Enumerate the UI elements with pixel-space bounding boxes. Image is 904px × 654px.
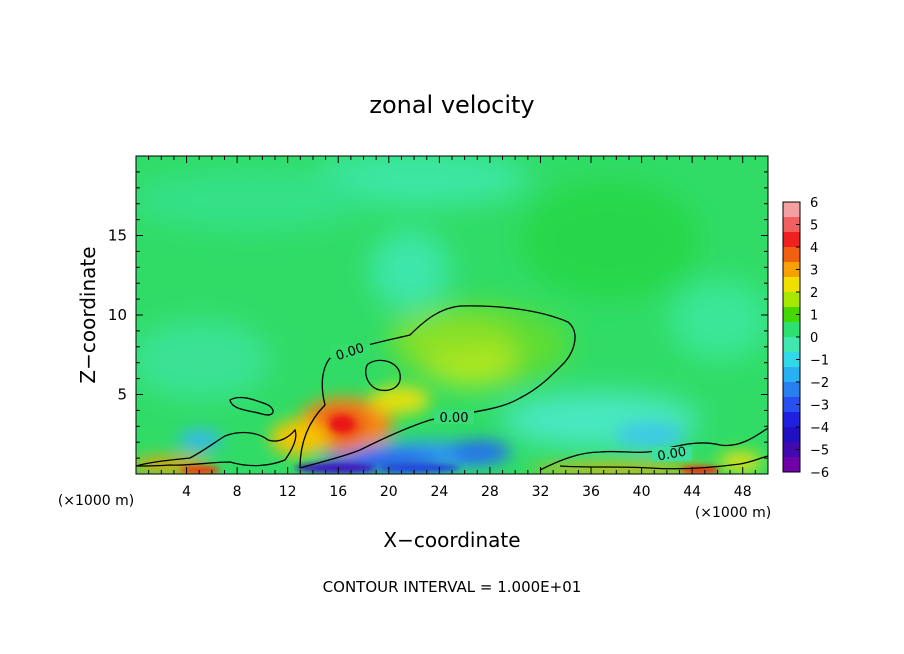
colorbar-label: −2: [810, 376, 829, 391]
field-detail-regions: [136, 386, 762, 474]
contour-zero-left-blob: [229, 396, 274, 416]
colorbar-label: 4: [810, 241, 818, 256]
field-broad-regions: [136, 156, 768, 448]
contour-labels: 0.00 0.00 0.00: [330, 341, 692, 465]
colorbar-swatch: [783, 247, 800, 263]
colorbar-labels: 6 5 4 3 2 1 0 −1 −2 −3 −4 −5 −6: [810, 196, 829, 481]
colorbar-swatch: [783, 442, 800, 458]
contour-interval-footer: CONTOUR INTERVAL = 1.000E+01: [323, 578, 582, 596]
x-unit-left: (×1000 m): [58, 493, 134, 509]
colorbar-swatch: [783, 412, 800, 428]
colorbar-swatch: [783, 232, 800, 248]
contour-zero-upper: [299, 305, 576, 469]
contour-label-3: 0.00: [656, 445, 687, 465]
colorbar-label: −1: [810, 354, 829, 369]
colorbar-swatch: [783, 352, 800, 368]
plot-area: 0.00 0.00 0.00: [136, 156, 768, 474]
colorbar-label: −3: [810, 399, 829, 414]
y-axis-label: Z−coordinate: [76, 246, 100, 383]
colorbar-swatch: [783, 457, 800, 473]
x-tick-label: 24: [430, 484, 448, 500]
colorbar-swatch: [783, 202, 800, 218]
colorbar-swatch: [783, 382, 800, 398]
colorbar-swatch: [783, 292, 800, 308]
contour-label-bg: [434, 410, 474, 424]
x-tick-labels: 4 8 12 16 20 24 28 32 36 40 44 48: [182, 484, 752, 500]
x-axis-label: X−coordinate: [383, 528, 520, 552]
y-tick-label: 10: [108, 306, 127, 324]
x-tick-label: 40: [633, 484, 651, 500]
colorbar-swatch: [783, 397, 800, 413]
colorbar-swatch: [783, 427, 800, 443]
y-tick-labels: 5 10 15: [108, 227, 127, 404]
colorbar-label: 6: [810, 196, 818, 211]
colorbar-label: 1: [810, 309, 818, 324]
colorbar-label: 3: [810, 264, 818, 279]
colorbar-swatch: [783, 277, 800, 293]
x-tick-label: 12: [279, 484, 297, 500]
x-tick-label: 32: [532, 484, 550, 500]
contour-zero-hole: [365, 359, 401, 392]
colorbar-swatch: [783, 262, 800, 278]
field-extremes: [180, 416, 720, 474]
colorbar: [782, 201, 801, 473]
colorbar-label: −5: [810, 444, 829, 459]
y-tick-label: 5: [117, 386, 127, 404]
x-tick-label: 16: [329, 484, 347, 500]
x-tick-label: 28: [481, 484, 499, 500]
x-tick-label: 36: [582, 484, 600, 500]
x-unit-right: (×1000 m): [695, 505, 771, 521]
contour-zero-right-low: [559, 455, 768, 470]
colorbar-label: 0: [810, 331, 818, 346]
x-tick-label: 4: [182, 484, 191, 500]
x-tick-label: 8: [233, 484, 242, 500]
colorbar-label: −6: [810, 466, 829, 481]
colorbar-swatch: [783, 322, 800, 338]
colorbar-swatch: [783, 337, 800, 353]
colorbar-label: 5: [810, 219, 818, 234]
contour-label-bg: [330, 344, 370, 358]
colorbar-swatch: [783, 367, 800, 383]
x-tick-label: 48: [734, 484, 752, 500]
colorbar-label: 2: [810, 286, 818, 301]
colorbar-swatch: [783, 217, 800, 233]
contour-label-2: 0.00: [440, 411, 469, 426]
axis-ticks: [136, 156, 768, 474]
x-tick-label: 44: [683, 484, 701, 500]
y-tick-label: 15: [108, 227, 127, 245]
colorbar-swatch: [783, 307, 800, 323]
chart-title: zonal velocity: [369, 91, 534, 119]
colorbar-label: −4: [810, 421, 829, 436]
x-tick-label: 20: [380, 484, 398, 500]
contour-label-bg: [652, 447, 692, 461]
contour-zero-left: [136, 428, 297, 467]
